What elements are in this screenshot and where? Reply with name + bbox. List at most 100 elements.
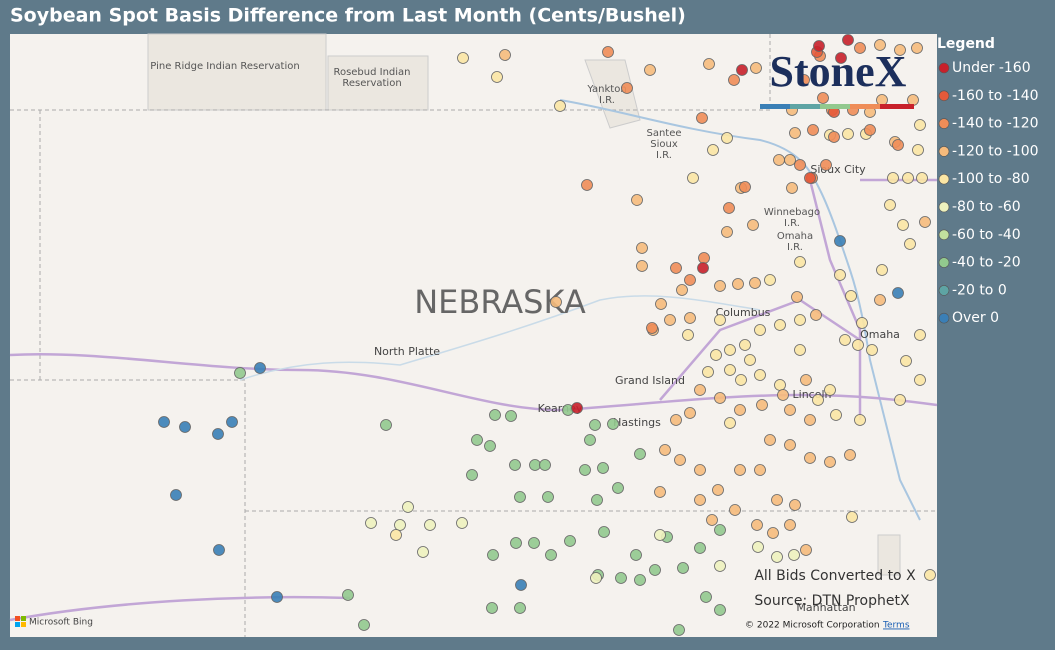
- bid-point: [835, 52, 847, 64]
- bid-point: [714, 560, 726, 572]
- legend-title: Legend: [937, 36, 995, 52]
- reservation-label: Omaha: [777, 231, 813, 242]
- bid-point: [491, 71, 503, 83]
- bid-point: [677, 562, 689, 574]
- bid-point: [771, 494, 783, 506]
- bid-point: [697, 262, 709, 274]
- bid-point: [714, 280, 726, 292]
- bid-point: [777, 389, 789, 401]
- legend-swatch: [938, 173, 950, 185]
- bid-point: [636, 242, 648, 254]
- bid-point: [834, 235, 846, 247]
- bid-point: [539, 459, 551, 471]
- bid-point: [919, 216, 931, 228]
- bid-point: [702, 366, 714, 378]
- bid-point: [734, 404, 746, 416]
- city-label: Omaha: [860, 328, 900, 341]
- bid-point: [791, 291, 803, 303]
- bid-point: [735, 374, 747, 386]
- bid-point: [813, 40, 825, 52]
- bid-point: [807, 124, 819, 136]
- bid-point: [509, 459, 521, 471]
- bid-point: [784, 404, 796, 416]
- bid-point: [634, 574, 646, 586]
- reservation-label: I.R.: [787, 242, 803, 253]
- note: Source: DTN ProphetX: [754, 593, 910, 609]
- bid-point: [654, 486, 666, 498]
- bid-point: [804, 452, 816, 464]
- bid-point: [764, 274, 776, 286]
- bid-point: [789, 127, 801, 139]
- bid-point: [798, 74, 810, 86]
- bid-point: [794, 256, 806, 268]
- bid-point: [271, 591, 283, 603]
- bid-point: [774, 319, 786, 331]
- bid-point: [649, 564, 661, 576]
- legend-swatch: [938, 146, 950, 157]
- bid-point: [456, 517, 468, 529]
- bid-point: [820, 159, 832, 171]
- bid-point: [226, 416, 238, 428]
- legend-swatch: [938, 62, 950, 74]
- bid-point: [724, 417, 736, 429]
- bid-point: [510, 537, 522, 549]
- reservation-label: I.R.: [656, 150, 672, 161]
- bid-point: [904, 238, 916, 250]
- bid-point: [771, 551, 783, 563]
- bid-point: [892, 287, 904, 299]
- legend-swatch: [938, 118, 950, 129]
- bid-point: [764, 434, 776, 446]
- bid-point: [846, 511, 858, 523]
- bid-point: [789, 499, 801, 511]
- bid-point: [729, 504, 741, 516]
- title: Soybean Spot Basis Difference from Last …: [10, 5, 686, 27]
- bid-point: [864, 124, 876, 136]
- legend-label: -140 to -120: [952, 116, 1039, 132]
- bid-point: [751, 519, 763, 531]
- bid-point: [528, 537, 540, 549]
- bid-point: [484, 440, 496, 452]
- bid-point: [694, 464, 706, 476]
- bid-point: [674, 454, 686, 466]
- bid-point: [696, 112, 708, 124]
- bid-point: [670, 262, 682, 274]
- bid-point: [721, 226, 733, 238]
- bid-point: [842, 128, 854, 140]
- bid-point: [804, 172, 816, 184]
- bid-point: [830, 409, 842, 421]
- bid-point: [754, 324, 766, 336]
- bid-point: [670, 414, 682, 426]
- bid-point: [644, 64, 656, 76]
- bid-point: [749, 277, 761, 289]
- bid-point: [856, 317, 868, 329]
- bid-point: [773, 154, 785, 166]
- bid-point: [621, 82, 633, 94]
- bid-point: [786, 182, 798, 194]
- bid-point: [179, 421, 191, 433]
- reservation-label: Sioux: [650, 139, 678, 150]
- bid-point: [754, 464, 766, 476]
- bid-point: [788, 549, 800, 561]
- bid-point: [754, 369, 766, 381]
- bid-point: [747, 219, 759, 231]
- bid-point: [884, 199, 896, 211]
- bid-point: [767, 527, 779, 539]
- bid-point: [684, 312, 696, 324]
- bid-point: [756, 399, 768, 411]
- reservation-label: I.R.: [784, 218, 800, 229]
- bid-point: [158, 416, 170, 428]
- map-labels: Pine Ridge Indian Reservation Rosebud In…: [150, 61, 900, 614]
- bid-point: [571, 402, 583, 414]
- map-background: [10, 34, 937, 637]
- bid-point: [687, 172, 699, 184]
- bid-point: [842, 34, 854, 46]
- terms-link[interactable]: Terms: [882, 621, 910, 631]
- bid-point: [828, 131, 840, 143]
- bid-point: [912, 144, 924, 156]
- bid-point: [914, 119, 926, 131]
- bid-point: [894, 44, 906, 56]
- bid-point: [916, 172, 928, 184]
- legend-label: -60 to -40: [952, 227, 1021, 243]
